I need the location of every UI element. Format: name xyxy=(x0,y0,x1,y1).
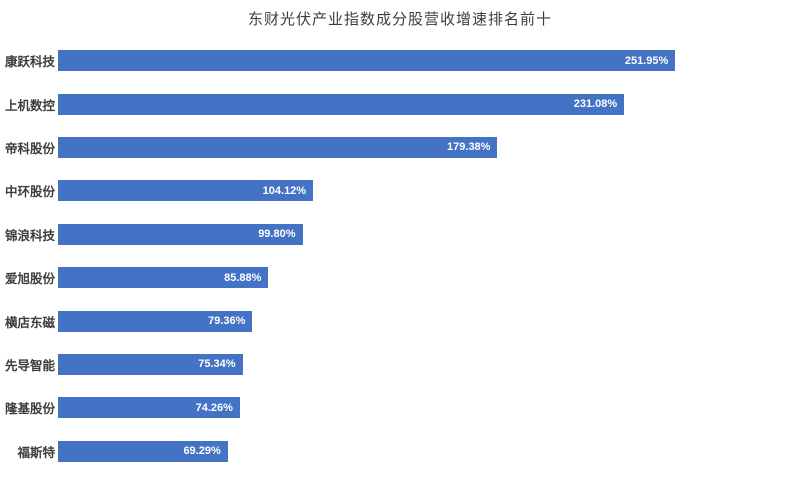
bar: 179.38% xyxy=(58,136,498,158)
bar-track: 79.36% xyxy=(58,310,793,332)
bar-row: 帝科股份 179.38% xyxy=(0,126,800,169)
bar-track: 69.29% xyxy=(58,440,793,462)
category-label: 福斯特 xyxy=(17,445,55,460)
bar: 69.29% xyxy=(58,440,228,462)
bar-value-label: 69.29% xyxy=(183,445,221,458)
bar-track: 251.95% xyxy=(58,50,793,72)
bar-track: 179.38% xyxy=(58,136,793,158)
bar-value-label: 85.88% xyxy=(224,271,262,284)
bar-track: 99.80% xyxy=(58,223,793,245)
category-label: 先导智能 xyxy=(4,358,55,373)
bar: 251.95% xyxy=(58,50,676,72)
bar-value-label: 179.38% xyxy=(447,141,491,154)
category-label: 中环股份 xyxy=(4,185,55,200)
bar-row: 隆基股份 74.26% xyxy=(0,386,800,429)
bar: 75.34% xyxy=(58,353,243,375)
category-label: 横店东磁 xyxy=(4,315,55,330)
bar-value-label: 104.12% xyxy=(262,184,307,197)
bar-track: 104.12% xyxy=(58,180,793,202)
category-label: 锦浪科技 xyxy=(4,228,55,243)
bar-track: 74.26% xyxy=(58,397,793,419)
bar-row: 横店东磁 79.36% xyxy=(0,299,800,342)
bar-track: 85.88% xyxy=(58,267,793,289)
bar-row: 康跃科技 251.95% xyxy=(0,39,800,82)
bar-row: 锦浪科技 99.80% xyxy=(0,213,800,256)
bar-value-label: 75.34% xyxy=(198,358,236,371)
bar: 74.26% xyxy=(58,397,240,419)
category-label: 帝科股份 xyxy=(4,141,55,156)
category-label: 爱旭股份 xyxy=(4,272,55,287)
category-label: 康跃科技 xyxy=(4,55,55,70)
bar-row: 先导智能 75.34% xyxy=(0,343,800,386)
bar-value-label: 99.80% xyxy=(258,228,296,241)
bar: 99.80% xyxy=(58,223,303,245)
bar-value-label: 79.36% xyxy=(208,315,246,328)
bar-track: 231.08% xyxy=(58,93,793,115)
category-label: 上机数控 xyxy=(4,98,55,113)
bar-row: 上机数控 231.08% xyxy=(0,82,800,125)
bar-row: 爱旭股份 85.88% xyxy=(0,256,800,299)
bar-value-label: 251.95% xyxy=(624,54,669,67)
plot-area: 康跃科技 251.95% 上机数控 231.08% 帝科股份 179.38% 中环股份 104… xyxy=(0,39,800,473)
bar-row: 中环股份 104.12% xyxy=(0,169,800,212)
chart-title: 东财光伏产业指数成分股营收增速排名前十 xyxy=(247,11,552,28)
bar: 104.12% xyxy=(58,180,314,202)
bar-row: 福斯特 69.29% xyxy=(0,430,800,473)
bar: 79.36% xyxy=(58,310,253,332)
category-label: 隆基股份 xyxy=(4,402,55,417)
bar-value-label: 74.26% xyxy=(195,401,233,414)
bar-track: 75.34% xyxy=(58,353,793,375)
bar: 231.08% xyxy=(58,93,625,115)
bar: 85.88% xyxy=(58,267,269,289)
bar-value-label: 231.08% xyxy=(573,98,618,111)
